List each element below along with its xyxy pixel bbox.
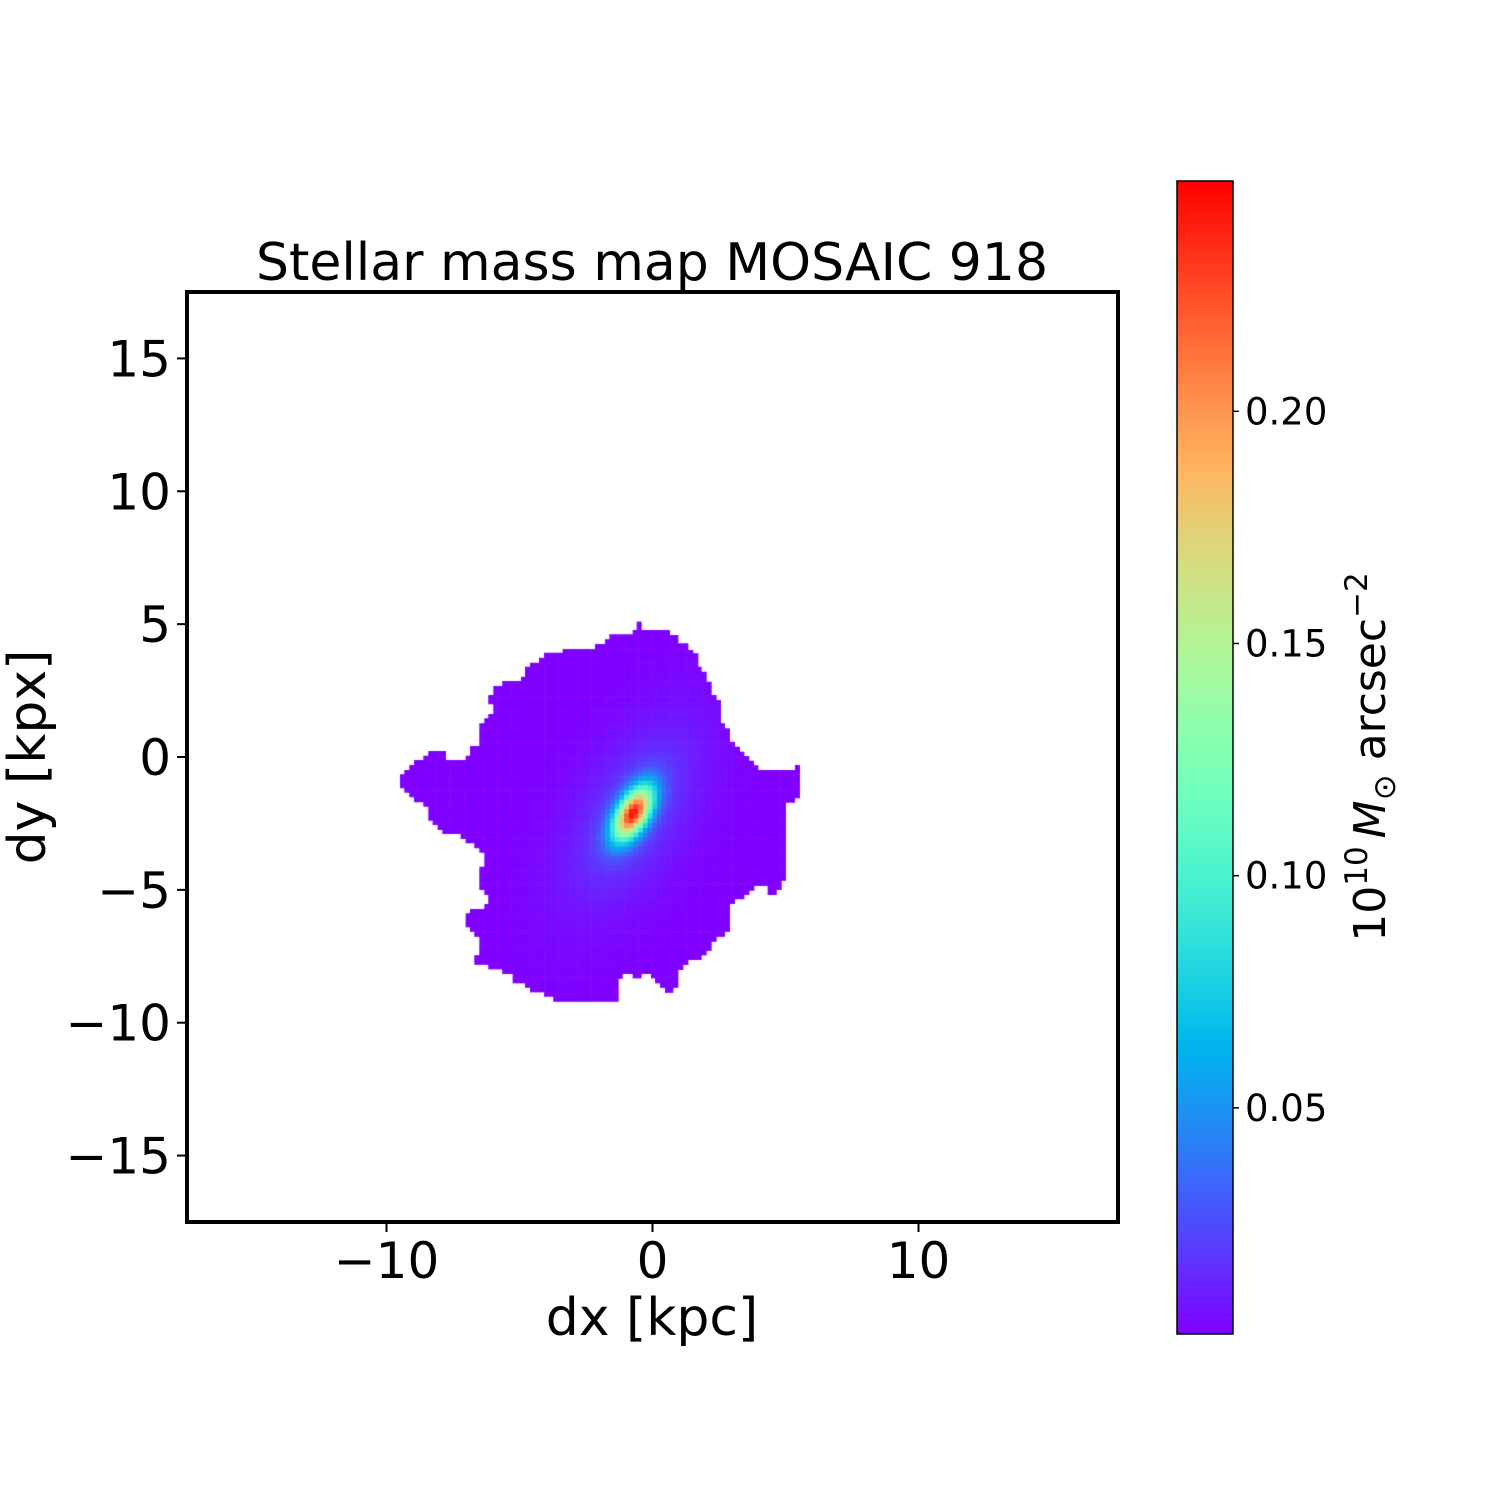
y-tick-label: −15 <box>65 1128 171 1186</box>
y-tick-label: 5 <box>139 596 171 654</box>
colorbar-tick-label: 0.10 <box>1245 855 1327 898</box>
y-tick-label: −5 <box>97 862 171 920</box>
chart-title: Stellar mass map MOSAIC 918 <box>256 233 1048 293</box>
colorbar-tick-label: 0.05 <box>1245 1087 1327 1130</box>
y-tick-label: 0 <box>139 729 171 787</box>
colorbar-tick-label: 0.15 <box>1245 623 1327 666</box>
x-axis-label: dx [kpc] <box>546 1288 759 1348</box>
y-axis-ticks: −15 −10 −5 0 5 10 15 <box>65 330 187 1186</box>
x-tick-label: 10 <box>887 1232 951 1290</box>
x-axis-ticks: −10 0 10 <box>334 1222 951 1290</box>
colorbar-label-base: 10 <box>1345 886 1396 942</box>
colorbar-tick-label: 0.20 <box>1245 390 1327 433</box>
y-tick-label: −10 <box>65 995 171 1053</box>
colorbar-gradient <box>1177 181 1233 1334</box>
colorbar-ticks: 0.05 0.10 0.15 0.20 <box>1233 390 1327 1130</box>
colorbar-label-sub: ⊙ <box>1367 774 1403 800</box>
y-tick-label: 15 <box>107 330 171 388</box>
colorbar-label-rest: arcsec <box>1345 618 1396 774</box>
x-tick-label: −10 <box>334 1232 440 1290</box>
colorbar-label-unit: M <box>1345 800 1396 838</box>
y-axis-label: dy [kpx] <box>0 650 58 865</box>
stellar-mass-heatmap <box>187 292 1118 1222</box>
colorbar-label-exp: 10 <box>1339 846 1375 885</box>
y-tick-label: 10 <box>107 463 171 521</box>
x-tick-label: 0 <box>637 1232 669 1290</box>
colorbar-label-rest-exp: −2 <box>1339 572 1375 618</box>
colorbar-label: 1010 M⊙ arcsec−2 <box>1339 572 1403 942</box>
